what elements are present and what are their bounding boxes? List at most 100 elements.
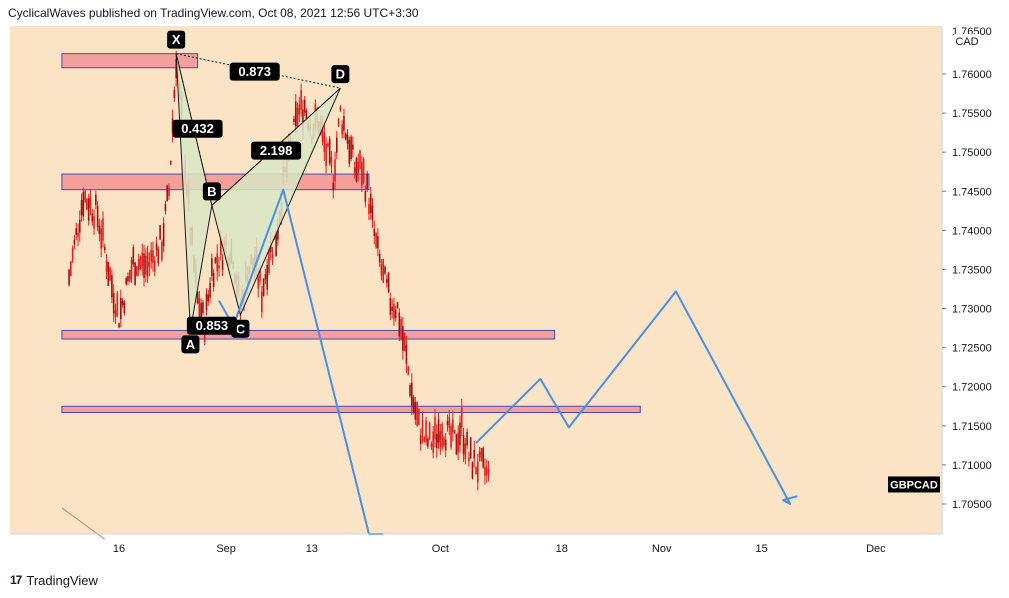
candle-body: [410, 382, 413, 406]
candle-body: [198, 298, 201, 322]
ratio-label-text: 0.853: [196, 318, 229, 333]
candle-body: [455, 434, 458, 455]
candle-body: [120, 297, 122, 320]
candle-body: [366, 173, 368, 190]
candle-body: [398, 312, 401, 337]
candle-body: [216, 253, 219, 272]
candle-body: [341, 124, 343, 135]
time-tick-label: 16: [113, 543, 125, 555]
candle-body: [175, 59, 177, 79]
candle-body: [339, 106, 342, 111]
candle-body: [464, 443, 467, 460]
candle-body: [448, 416, 451, 429]
pattern-point-a[interactable]: A: [181, 335, 200, 354]
pattern-point-x[interactable]: X: [167, 30, 186, 49]
candle-body: [446, 420, 449, 426]
candle-body: [212, 273, 215, 288]
support-resistance-zone[interactable]: [61, 329, 556, 340]
candle-body: [218, 265, 220, 269]
candle-body: [166, 185, 169, 201]
candle-body: [159, 225, 161, 240]
candle-body: [102, 218, 104, 241]
support-resistance-zone[interactable]: [61, 53, 199, 69]
candle-body: [418, 408, 420, 425]
pattern-point-b[interactable]: B: [202, 182, 221, 201]
candle-body: [145, 255, 147, 275]
price-tick-label: 1.74000: [952, 225, 992, 237]
chart-container[interactable]: X A B C D 0.432 2.198 0.873 0.853 1.75000 1.74500…: [0, 26, 1009, 566]
candle-body: [268, 248, 270, 273]
candle-body: [403, 332, 406, 351]
price-tick-label: 1.72000: [952, 382, 992, 394]
candle-body: [402, 326, 404, 351]
candle-body: [471, 462, 474, 479]
ratio-label[interactable]: 2.198: [251, 141, 302, 160]
pattern-point-a-text: A: [186, 337, 196, 352]
candle-body: [128, 269, 131, 283]
candle-body: [432, 431, 434, 453]
ratio-label[interactable]: 0.432: [172, 119, 223, 138]
candle-body: [343, 116, 345, 131]
candle-body: [205, 293, 208, 311]
symbol-label-bg[interactable]: [888, 476, 940, 493]
candle-body: [105, 260, 108, 273]
candle-body: [98, 225, 101, 235]
pattern-point-d[interactable]: D: [331, 65, 350, 84]
time-tick-label: 15: [756, 543, 768, 555]
candle-body: [350, 136, 352, 160]
projection-path-2[interactable]: [475, 290, 798, 505]
candle-body: [462, 435, 465, 455]
currency-label: CAD: [955, 36, 978, 48]
candle-body: [357, 161, 360, 174]
candle-body: [127, 276, 129, 282]
candle-body: [157, 248, 160, 264]
candle-body: [164, 204, 167, 212]
candle-body: [111, 275, 113, 298]
candle-body: [485, 466, 488, 476]
candle-body: [80, 200, 83, 216]
candle-body: [78, 219, 81, 233]
footer: 17 TradingView: [10, 571, 98, 589]
candle-body: [378, 253, 381, 263]
candle-body: [211, 258, 213, 276]
support-resistance-zone[interactable]: [61, 405, 641, 414]
candle-body: [473, 449, 476, 459]
chart-svg[interactable]: X A B C D 0.432 2.198 0.873 0.853 1.75000 1.74500…: [0, 26, 1009, 566]
candle-body: [434, 416, 436, 440]
candle-body: [277, 224, 279, 240]
symbol-label[interactable]: GBPCAD: [890, 479, 938, 491]
candle-body: [207, 294, 210, 302]
ratio-label[interactable]: 0.873: [229, 62, 280, 81]
time-tick-label: Oct: [432, 543, 449, 555]
candle-body: [77, 232, 79, 237]
candle-body: [137, 259, 140, 271]
candle-body: [361, 162, 363, 186]
candle-body: [437, 419, 440, 443]
candle-body: [457, 432, 459, 453]
candle-body: [407, 366, 410, 375]
candle-body: [475, 466, 477, 475]
candle-body: [259, 268, 261, 282]
price-tick-label: 1.71000: [952, 460, 992, 472]
candle-body: [336, 137, 338, 153]
candle-body: [103, 246, 106, 251]
candle-body: [155, 243, 158, 250]
candle-body: [327, 143, 329, 147]
time-tick-label: 18: [556, 543, 568, 555]
candle-body: [412, 397, 415, 413]
candle-body: [368, 204, 370, 214]
brand-name: TradingView: [26, 572, 98, 588]
price-tick-label: 1.73000: [952, 304, 992, 316]
pattern-point-c-text: C: [236, 321, 246, 336]
candle-body: [443, 437, 445, 446]
time-tick-label: Dec: [866, 543, 886, 555]
candle-body: [346, 134, 349, 144]
candle-body: [257, 276, 260, 289]
candle-body: [428, 422, 431, 440]
candle-body: [375, 232, 377, 248]
candle-body: [396, 302, 399, 309]
candle-body: [261, 291, 263, 313]
ratio-label[interactable]: 0.853: [186, 316, 237, 335]
candle-body: [121, 300, 124, 305]
candle-body: [423, 437, 426, 442]
